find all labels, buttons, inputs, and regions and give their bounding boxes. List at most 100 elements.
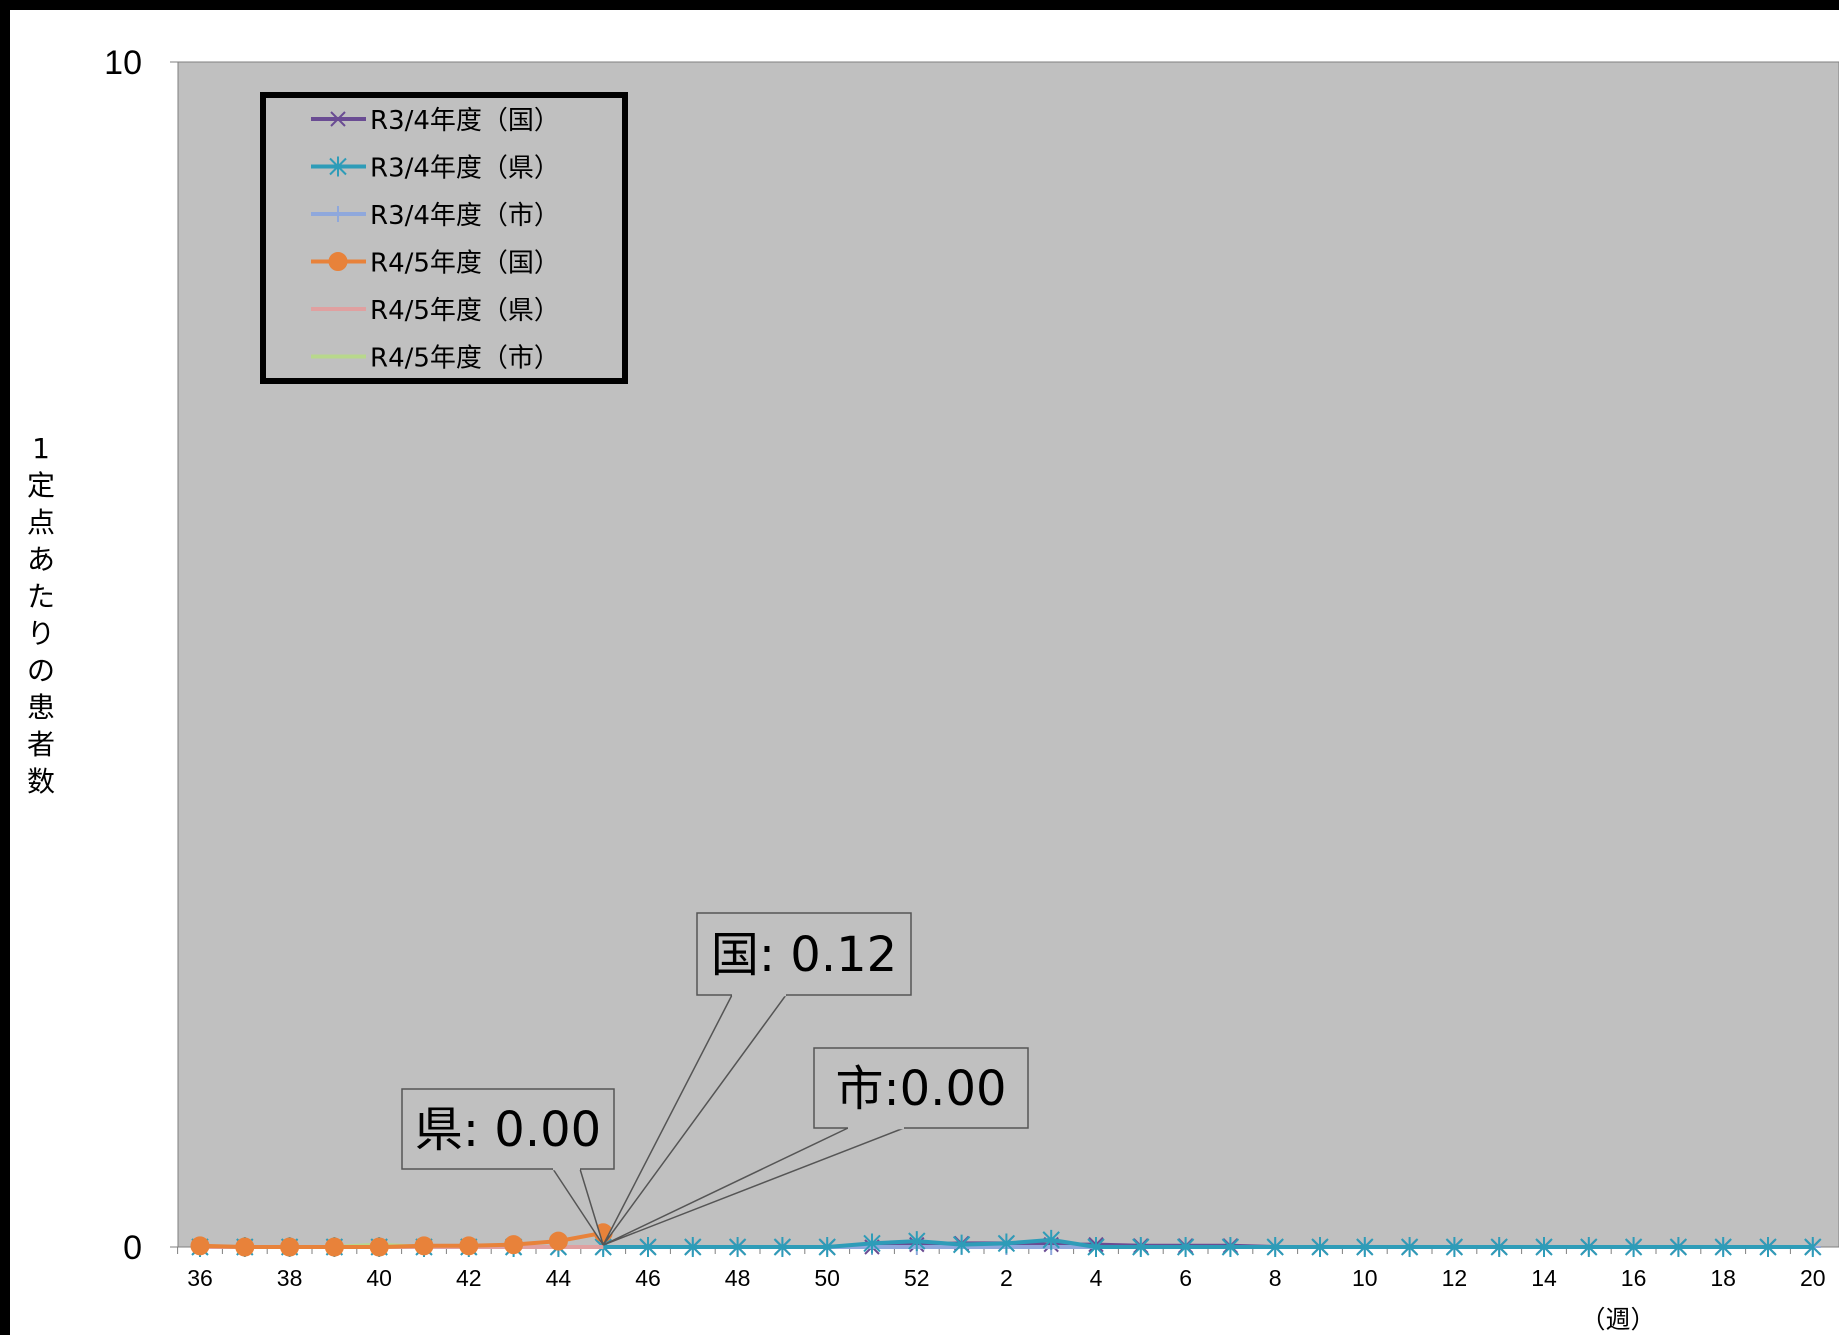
data-point xyxy=(773,1237,792,1257)
data-point xyxy=(1624,1237,1643,1257)
legend-item: R3/4年度（県） xyxy=(311,154,560,184)
annotations: 国: 0.12 県: 0.00 市:0.00 xyxy=(401,912,1029,1246)
x-tick-label: 20 xyxy=(1800,1265,1826,1291)
data-point xyxy=(235,1237,255,1257)
legend-marker xyxy=(330,206,346,222)
data-point xyxy=(1535,1237,1553,1257)
x-tick-label: 46 xyxy=(635,1265,661,1291)
x-tick-label: 36 xyxy=(187,1265,213,1291)
data-point xyxy=(1445,1237,1464,1257)
data-point xyxy=(548,1231,568,1251)
data-point xyxy=(1176,1237,1195,1257)
data-point xyxy=(190,1236,210,1256)
callout-prefecture: 県: 0.00 xyxy=(401,1088,615,1246)
y-tick-label: 10 xyxy=(104,44,142,82)
x-tick-label: 18 xyxy=(1710,1265,1736,1291)
y-axis-label-char: 患 xyxy=(26,691,55,724)
x-tick-label: 10 xyxy=(1352,1265,1378,1291)
callout-city: 市:0.00 xyxy=(602,1047,1029,1246)
data-point xyxy=(1759,1237,1777,1257)
callout-text: 県: 0.00 xyxy=(415,1102,601,1158)
callout-box xyxy=(696,912,912,996)
legend-marker xyxy=(328,252,348,271)
x-tick-label: 48 xyxy=(725,1265,751,1291)
data-point xyxy=(1221,1237,1240,1257)
data-point xyxy=(324,1237,344,1257)
callout-national: 国: 0.12 xyxy=(602,912,912,1246)
legend-item: R4/5年度（国） xyxy=(311,249,560,279)
data-point xyxy=(1669,1237,1688,1257)
data-point xyxy=(1804,1237,1822,1257)
data-point xyxy=(504,1235,524,1255)
data-point xyxy=(1400,1237,1419,1257)
x-tick-label: 16 xyxy=(1621,1265,1647,1291)
data-point xyxy=(728,1237,747,1257)
data-point xyxy=(997,1233,1016,1254)
callout-text: 市:0.00 xyxy=(835,1061,1006,1117)
legend-label: R4/5年度（市） xyxy=(370,344,560,374)
x-tick-label: 2 xyxy=(1000,1265,1013,1291)
x-tick-label: 50 xyxy=(814,1265,840,1291)
callout-box xyxy=(813,1047,1029,1129)
legend-label: R4/5年度（県） xyxy=(370,296,560,326)
data-point xyxy=(1714,1237,1732,1257)
data-point xyxy=(1311,1237,1329,1257)
data-point xyxy=(1490,1237,1508,1257)
x-tick-label: 44 xyxy=(546,1265,572,1291)
data-point xyxy=(369,1237,389,1257)
callout-text: 国: 0.12 xyxy=(711,927,897,983)
x-tick-label: 42 xyxy=(456,1265,482,1291)
x-tick-label: 14 xyxy=(1531,1265,1557,1291)
x-tick-label: 40 xyxy=(366,1265,392,1291)
data-point xyxy=(1087,1237,1105,1257)
data-point xyxy=(863,1233,881,1254)
legend-label: R4/5年度（国） xyxy=(370,249,560,279)
y-axis-label: 1 定点あたりの患者数 xyxy=(26,430,56,800)
y-axis-label-char: た xyxy=(26,580,55,613)
data-point xyxy=(908,1231,926,1252)
y-axis-label-char: り xyxy=(26,617,55,650)
data-point xyxy=(684,1237,702,1257)
callout-box xyxy=(401,1088,615,1170)
legend-box xyxy=(260,92,628,384)
y-axis-label-char: あ xyxy=(26,543,55,576)
legend-item: R4/5年度（県） xyxy=(311,296,560,326)
y-axis-label-char: 定 xyxy=(26,469,55,502)
data-point xyxy=(459,1236,479,1256)
legend-label: R3/4年度（市） xyxy=(370,201,560,231)
data-point xyxy=(414,1236,434,1256)
data-point xyxy=(1042,1229,1060,1250)
data-point xyxy=(639,1237,657,1257)
y-axis-label-char: 者 xyxy=(26,728,55,761)
legend-marker xyxy=(329,156,347,177)
data-point xyxy=(280,1237,300,1257)
y-axis-label-char: 1 xyxy=(32,432,50,465)
series-line xyxy=(199,1230,604,1249)
series-layer xyxy=(190,1223,1822,1257)
x-tick-label: 12 xyxy=(1442,1265,1468,1291)
legend: R3/4年度（国） R3/4年度（県） R3/4年度（市） R4/5年度（国） R4/5… xyxy=(260,92,628,384)
legend-item: R4/5年度（市） xyxy=(311,344,560,374)
data-point xyxy=(952,1234,971,1255)
y-axis-label-char: の xyxy=(26,654,55,687)
y-axis-label-char: 数 xyxy=(26,765,55,798)
x-axis-label: （週） xyxy=(1580,1305,1655,1334)
x-tick-label: 4 xyxy=(1090,1265,1103,1291)
legend-item: R3/4年度（国） xyxy=(311,106,560,136)
legend-label: R3/4年度（県） xyxy=(370,154,560,184)
legend-item: R3/4年度（市） xyxy=(311,201,560,231)
x-tick-label: 52 xyxy=(904,1265,930,1291)
data-point xyxy=(1132,1237,1150,1257)
legend-label: R3/4年度（国） xyxy=(370,106,560,136)
x-tick-label: 8 xyxy=(1269,1265,1282,1291)
data-point xyxy=(1356,1237,1374,1257)
y-axis-label-char: 点 xyxy=(26,506,55,539)
y-tick-label: 0 xyxy=(123,1229,142,1267)
data-point xyxy=(1266,1237,1284,1257)
data-point xyxy=(818,1237,836,1257)
data-point xyxy=(1580,1237,1598,1257)
x-tick-label: 6 xyxy=(1179,1265,1192,1291)
legend-marker xyxy=(330,111,346,127)
